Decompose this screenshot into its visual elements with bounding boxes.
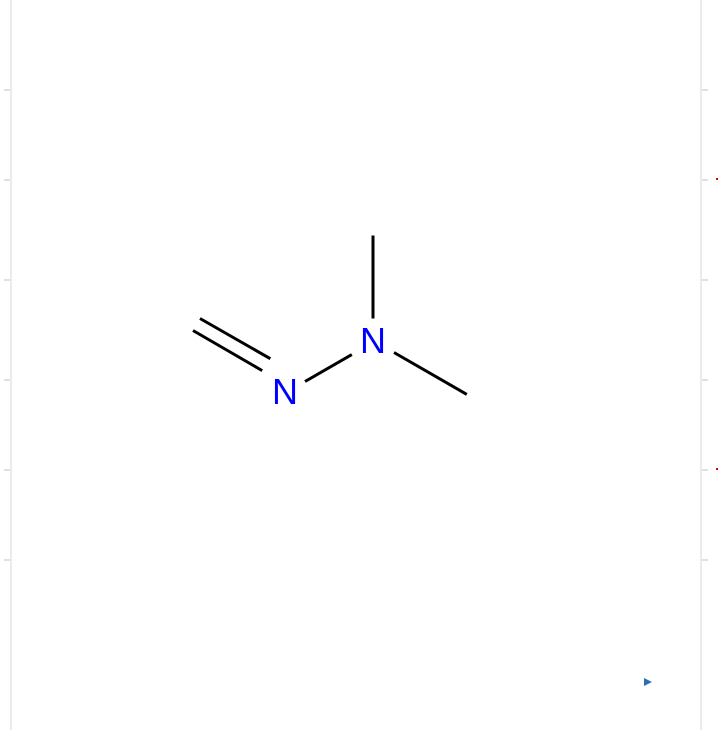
bond-n2-c-rt [393,351,467,396]
frame-tick [702,279,708,281]
structure-canvas: N N [0,0,720,730]
frame-tick [4,89,10,91]
bond-n1-n2 [304,353,352,383]
atom-label-n2: N [360,323,386,359]
frame-tick [702,89,708,91]
frame-tick [4,379,10,381]
frame-left [10,0,12,730]
frame-tick [4,179,10,181]
frame-tick [702,379,708,381]
play-icon[interactable] [644,678,652,686]
atom-label-n1: N [272,374,298,410]
frame-tick [4,469,10,471]
frame-tick [702,179,708,181]
frame-tick [4,559,10,561]
frame-right [700,0,702,730]
frame-tick [702,469,708,471]
frame-tick [4,279,10,281]
bond-n2-c-top [372,235,375,318]
red-marker [716,178,718,180]
frame-tick [702,559,708,561]
red-marker [716,468,718,470]
